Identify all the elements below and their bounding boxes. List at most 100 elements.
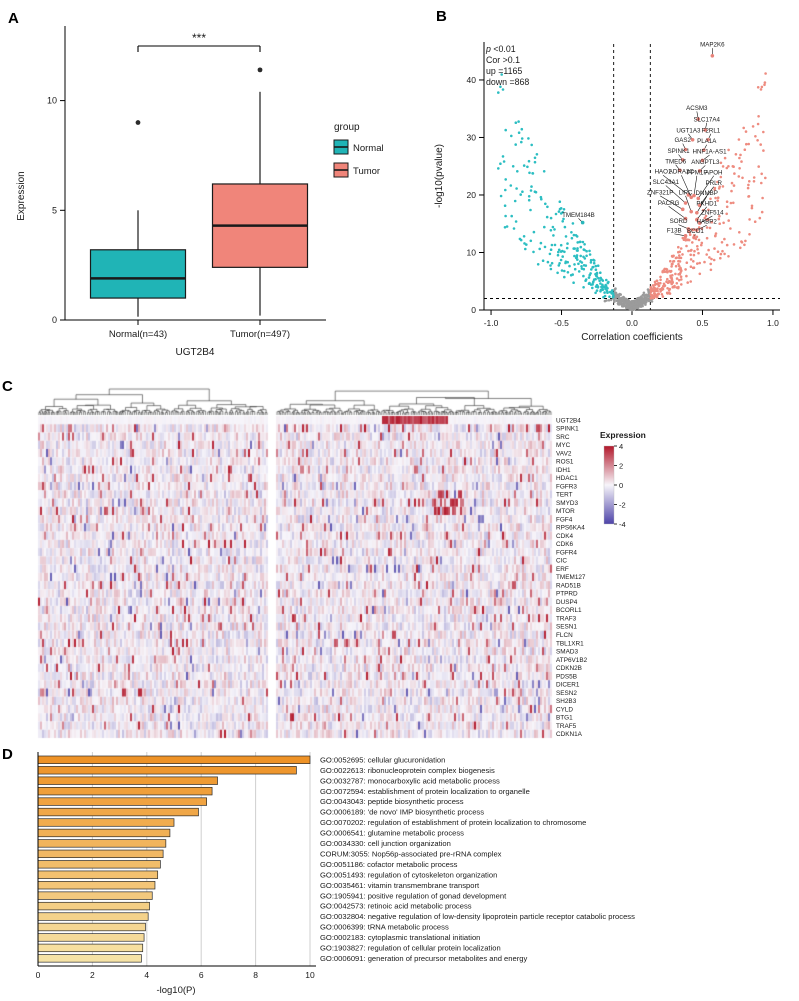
heatmap-gene-label: VAV2 xyxy=(556,450,572,457)
heatmap-legend-tick-label: -4 xyxy=(619,520,626,529)
gene-point xyxy=(696,196,701,201)
x-tick-label: 0.0 xyxy=(626,318,638,328)
heatmap-gene-label: TMEM127 xyxy=(556,574,586,581)
go-term-label: GO:0022613: ribonucleoprotein complex bi… xyxy=(320,766,495,775)
go-term-label: GO:0032787: monocarboxylic acid metaboli… xyxy=(320,776,500,785)
heatmap-legend-tick-label: 2 xyxy=(619,461,623,470)
gene-leader-line xyxy=(660,195,683,210)
gene-point xyxy=(683,234,688,238)
y-tick-label: 0 xyxy=(52,315,57,325)
go-term-label: GO:0035461: vitamin transmembrane transp… xyxy=(320,881,480,890)
heatmap-gene-label: PTPRD xyxy=(556,591,578,598)
gene-label: SLC17A4 xyxy=(693,116,720,123)
gene-label: F2RL1 xyxy=(702,127,721,134)
heatmap-gene-label: RAD51B xyxy=(556,582,581,589)
gene-leader-line xyxy=(693,175,698,196)
gene-label: BCO1 xyxy=(687,228,704,235)
gene-label: HNF1A-AS1 xyxy=(693,149,728,156)
gene-label: UGT1A3 xyxy=(676,127,701,134)
gene-point xyxy=(697,169,702,173)
heatmap-gene-label: MTOR xyxy=(556,508,575,515)
gene-label: SORD xyxy=(670,218,688,225)
panel-a-label: A xyxy=(8,10,19,27)
volcano-plot-chart: 0 10 20 30 40 -1.0 -0.5 0.0 0.5 1.0 MAP2K6 ACSM3 SLC… xyxy=(434,42,780,343)
significance-stars: *** xyxy=(192,31,206,45)
legend-title: group xyxy=(334,122,360,133)
gene-label: PPM1F xyxy=(687,169,708,176)
stats-annotation-line: Cor >0.1 xyxy=(486,55,520,65)
y-tick-label: 10 xyxy=(467,247,477,257)
heatmap-canvas xyxy=(0,376,799,744)
gene-label: APOH xyxy=(705,169,723,176)
gene-label: F13B xyxy=(667,227,682,234)
go-bar xyxy=(37,870,159,879)
gene-label: MAP2K6 xyxy=(700,42,725,49)
outlier-point xyxy=(135,120,141,125)
heatmap-gene-label: RPS6KA4 xyxy=(556,525,585,532)
gene-label: ADRA2C xyxy=(669,169,695,176)
gene-point xyxy=(680,158,685,162)
heatmap-gene-label: TRAF5 xyxy=(556,723,577,730)
go-term-label: GO:0006091: generation of precursor meta… xyxy=(320,954,527,963)
heatmap-gene-label: ERF xyxy=(556,566,569,573)
go-term-label: GO:1905941: positive regulation of gonad… xyxy=(320,891,507,900)
heatmap-gene-label: TERT xyxy=(556,492,573,499)
heatmap-gene-label: TRAF3 xyxy=(556,615,577,622)
go-term-label: GO:0043043: peptide biosynthetic process xyxy=(320,797,464,806)
y-tick-label: 30 xyxy=(467,132,477,142)
gene-point xyxy=(690,137,695,142)
gene-leader-line xyxy=(696,224,707,231)
heatmap-gene-label: SMAD3 xyxy=(556,649,578,656)
x-axis-title: Correlation coefficients xyxy=(581,332,683,343)
y-tick-label: 0 xyxy=(471,305,476,315)
box-Normal(n=43) xyxy=(89,249,187,299)
expression-boxplot-chart: 0 5 10 Normal(n=43) Tumor(n=497) *** UGT2B4 Exp… xyxy=(16,26,384,358)
gene-leader-line xyxy=(674,233,686,237)
gene-point xyxy=(678,168,682,173)
heatmap-gene-label: IDH1 xyxy=(556,467,571,474)
heatmap-gene-label: CDK4 xyxy=(556,533,573,540)
gene-label: PKHD1 xyxy=(696,200,717,207)
y-axis-title: Expression xyxy=(16,171,27,220)
x-tick-label: Tumor(n=497) xyxy=(230,329,290,340)
panel-d-label: D xyxy=(2,746,13,763)
gene-point xyxy=(683,216,688,221)
heatmap-gene-label: FGF4 xyxy=(556,516,573,523)
go-term-label: GO:0006189: 'de novo' IMP biosynthetic p… xyxy=(320,808,484,817)
heatmap-gene-label: ATP6V1B2 xyxy=(556,657,588,664)
gene-point xyxy=(702,148,706,152)
panel-b-label: B xyxy=(436,8,447,25)
panel-b-volcano-plot: B 0 10 20 30 40 -1.0 -0.5 0.0 0.5 1.0 MAP2K6 ACSM3 S… xyxy=(428,2,798,374)
y-tick-label: 40 xyxy=(467,75,477,85)
go-bar xyxy=(37,849,164,859)
gene-point xyxy=(692,193,696,198)
gene-leader-line xyxy=(696,206,707,220)
go-bar xyxy=(37,943,144,953)
gene-point xyxy=(703,128,708,132)
heatmap-gene-label: DICER1 xyxy=(556,682,580,689)
panel-c-heatmap: C UGT2B4 SPINK1 SRC MYC VAV2 ROS1 IDH1 HDAC1 FGF… xyxy=(0,376,799,744)
gene-point xyxy=(696,117,701,121)
heatmap-gene-label: SPINK1 xyxy=(556,426,579,433)
heatmap-gene-label: SMYD3 xyxy=(556,500,578,507)
go-term-label: GO:0051186: cofactor metabolic process xyxy=(320,860,458,869)
go-term-label: GO:0002183: cytoplasmic translational in… xyxy=(320,933,480,942)
scatter-points-down xyxy=(497,73,615,299)
scatter-points-up xyxy=(649,72,767,300)
gene-point xyxy=(697,221,702,225)
gene-label: PACRG xyxy=(658,200,680,207)
gene-leader-line xyxy=(662,174,689,196)
gene-label: TMED6 xyxy=(665,158,687,165)
x-tick-label: 0.5 xyxy=(697,318,709,328)
x-tick-label: -1.0 xyxy=(484,318,499,328)
go-bar xyxy=(37,891,153,900)
gene-label: SLC43A1 xyxy=(653,179,680,186)
heatmap-gene-label: CIC xyxy=(556,558,567,565)
gene-label: ZNF514 xyxy=(701,210,724,217)
go-term-label: GO:0070202: regulation of establishment … xyxy=(320,818,586,827)
scatter-points-ns xyxy=(603,287,654,312)
x-tick-label: 4 xyxy=(144,970,149,980)
gene-point xyxy=(700,158,705,163)
go-bar xyxy=(37,755,311,764)
